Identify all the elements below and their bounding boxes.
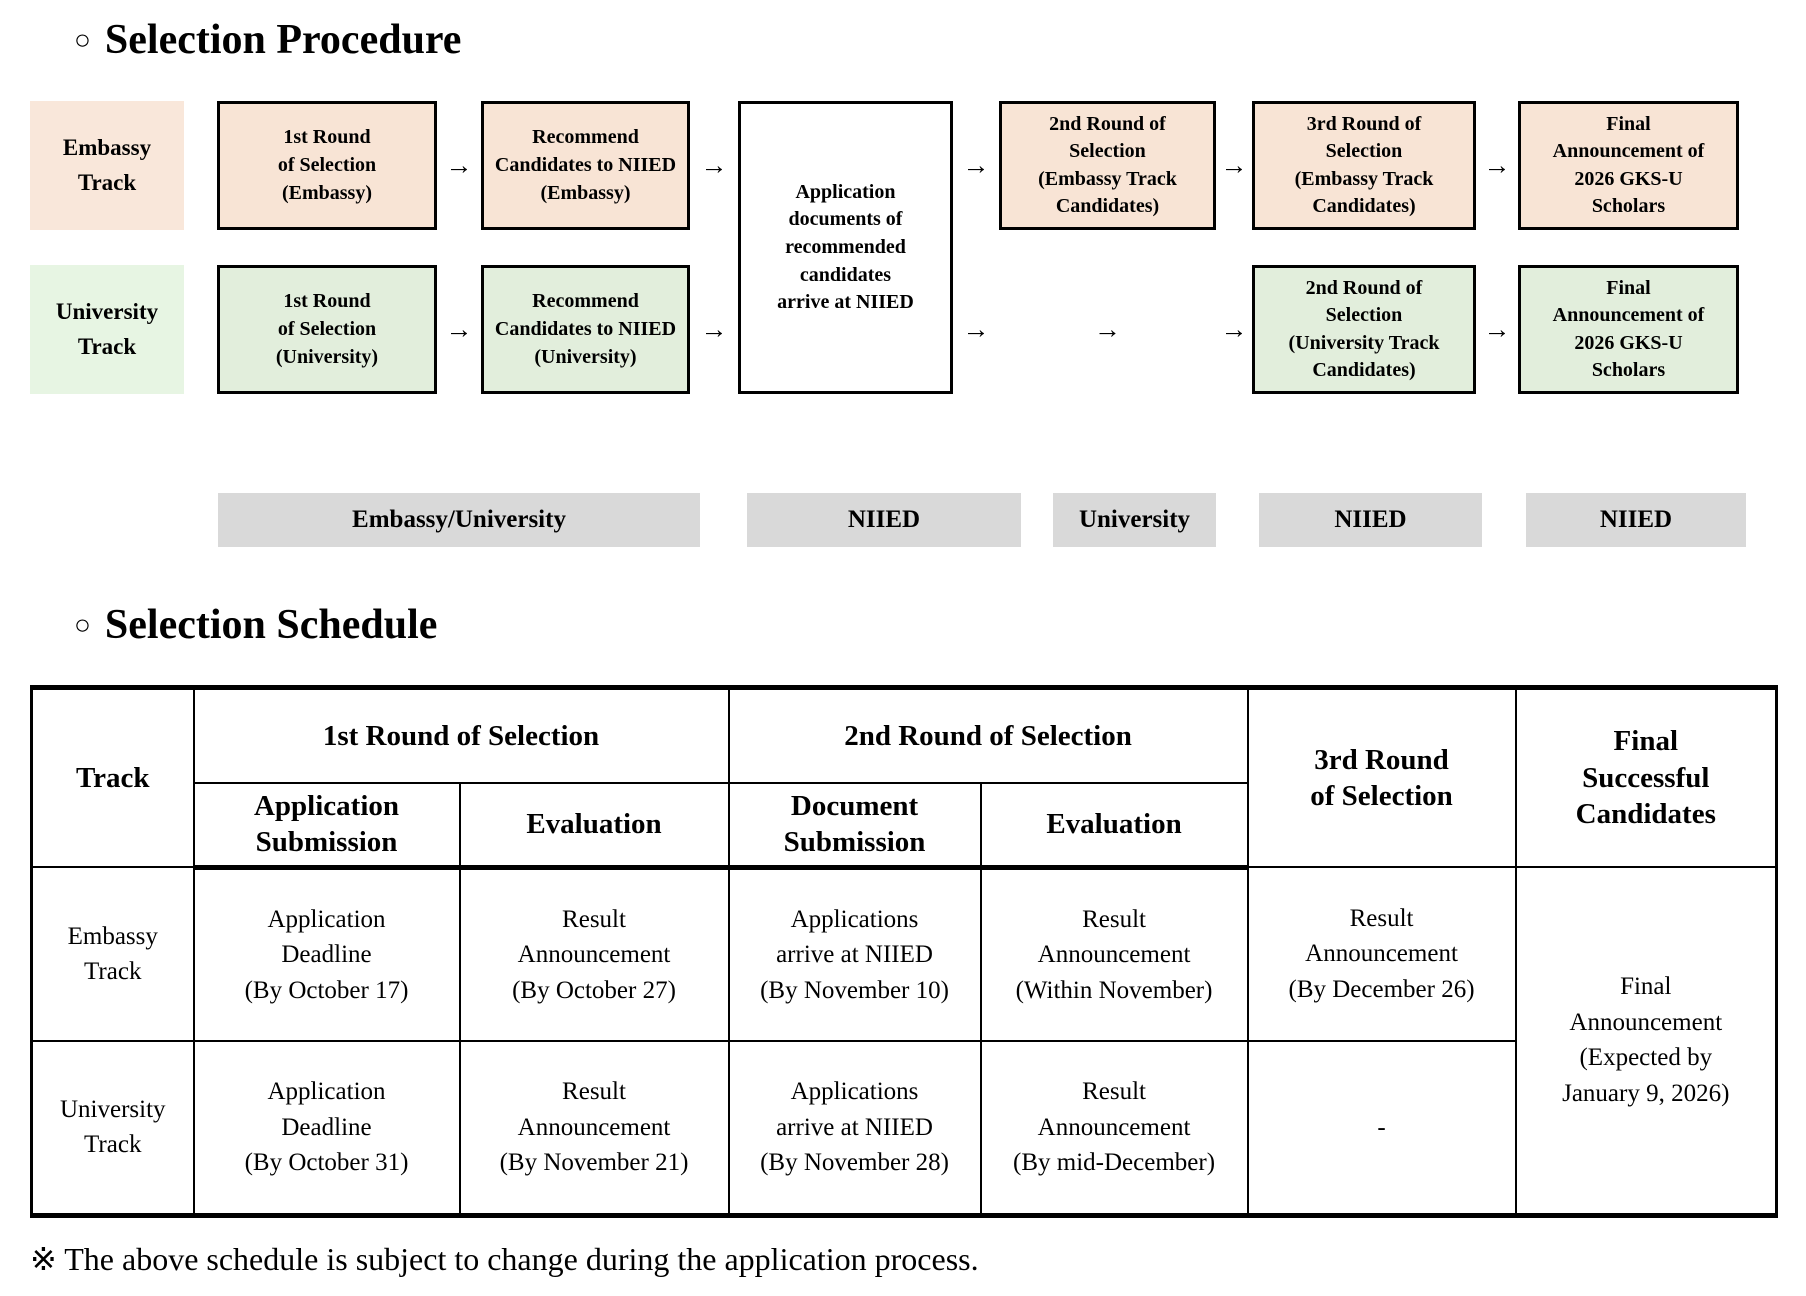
flow-box-2nd-round-embassy: 2nd Round of Selection (Embassy Track Ca… <box>999 101 1216 231</box>
org-bar-university: University <box>1053 493 1216 548</box>
flow-box-1st-round-embassy: 1st Round of Selection (Embassy) <box>217 101 437 231</box>
flow-arrow: → <box>1483 314 1511 345</box>
cell-embassy-3rd-round: Result Announcement (By December 26) <box>1246 866 1517 1043</box>
org-bar-niied-2: NIIED <box>1259 493 1482 548</box>
procedure-title: Selection Procedure <box>104 17 462 63</box>
th-final-candidates: Final Successful Candidates <box>1514 686 1778 869</box>
schedule-note: ※ The above schedule is subject to chang… <box>30 1240 979 1277</box>
cell-final-announcement: Final Announcement (Expected by January … <box>1514 866 1778 1217</box>
flow-arrow: → <box>700 150 728 181</box>
flow-box-1st-round-university: 1st Round of Selection (University) <box>217 265 437 395</box>
org-bar-niied-1: NIIED <box>747 493 1021 548</box>
flow-box-final-university: Final Announcement of 2026 GKS-U Scholar… <box>1518 265 1739 395</box>
th-evaluation-1st: Evaluation <box>458 782 730 870</box>
cell-embassy-track: Embassy Track <box>30 866 195 1043</box>
th-3rd-round: 3rd Round of Selection <box>1246 686 1517 869</box>
cell-university-evaluation-1st: Result Announcement (By November 21) <box>458 1040 730 1217</box>
flow-arrow: → <box>700 314 728 345</box>
cell-embassy-application-submission: Application Deadline (By October 17) <box>192 866 461 1043</box>
schedule-table: Track 1st Round of Selection 2nd Round o… <box>30 684 1779 1218</box>
th-1st-round: 1st Round of Selection <box>192 686 730 785</box>
cell-university-application-submission: Application Deadline (By October 31) <box>192 1040 461 1217</box>
track-label-university: University Track <box>30 265 184 395</box>
track-label-embassy: Embassy Track <box>30 101 184 231</box>
th-application-submission: Application Submission <box>192 782 461 870</box>
flow-arrow: → <box>1483 150 1511 181</box>
th-track: Track <box>30 686 195 869</box>
flow-box-3rd-round-embassy: 3rd Round of Selection (Embassy Track Ca… <box>1252 101 1476 231</box>
flow-box-final-embassy: Final Announcement of 2026 GKS-U Scholar… <box>1518 101 1739 231</box>
th-2nd-round: 2nd Round of Selection <box>727 686 1249 785</box>
cell-university-3rd-round: - <box>1246 1040 1517 1217</box>
responsible-org-bars: Embassy/University NIIED University NIIE… <box>30 493 1806 548</box>
flow-arrow: → <box>962 150 990 181</box>
th-document-submission: Document Submission <box>727 782 982 870</box>
cell-university-evaluation-2nd: Result Announcement (By mid-December) <box>979 1040 1249 1217</box>
flow-arrow: → <box>1220 150 1248 181</box>
org-bar-niied-3: NIIED <box>1526 493 1746 548</box>
flow-box-application-documents: Application documents of recommended can… <box>738 101 953 395</box>
circle-bullet-icon: ○ <box>74 25 91 57</box>
schedule-section-heading: ○ Selection Schedule <box>74 601 1806 649</box>
procedure-section-heading: ○ Selection Procedure <box>74 16 1806 64</box>
flow-arrow: → <box>445 150 473 181</box>
flow-arrow: → <box>445 314 473 345</box>
cell-university-document-submission: Applications arrive at NIIED (By Novembe… <box>727 1040 982 1217</box>
cell-embassy-evaluation-1st: Result Announcement (By October 27) <box>458 866 730 1043</box>
flow-arrow-passthrough: → <box>1094 314 1121 345</box>
circle-bullet-icon: ○ <box>74 610 91 642</box>
cell-embassy-document-submission: Applications arrive at NIIED (By Novembe… <box>727 866 982 1043</box>
flow-arrow: → <box>962 314 990 345</box>
cell-embassy-evaluation-2nd: Result Announcement (Within November) <box>979 866 1249 1043</box>
cell-university-track: University Track <box>30 1040 195 1217</box>
th-evaluation-2nd: Evaluation <box>979 782 1249 870</box>
flow-arrow: → <box>1220 314 1248 345</box>
schedule-title: Selection Schedule <box>104 602 438 649</box>
flow-box-2nd-round-university: 2nd Round of Selection (University Track… <box>1252 265 1476 395</box>
flow-box-recommend-embassy: Recommend Candidates to NIIED (Embassy) <box>481 101 690 231</box>
selection-procedure-flowchart: Embassy Track 1st Round of Selection (Em… <box>30 101 1806 395</box>
org-bar-embassy-university: Embassy/University <box>218 493 700 548</box>
flow-box-recommend-university: Recommend Candidates to NIIED (Universit… <box>481 265 690 395</box>
